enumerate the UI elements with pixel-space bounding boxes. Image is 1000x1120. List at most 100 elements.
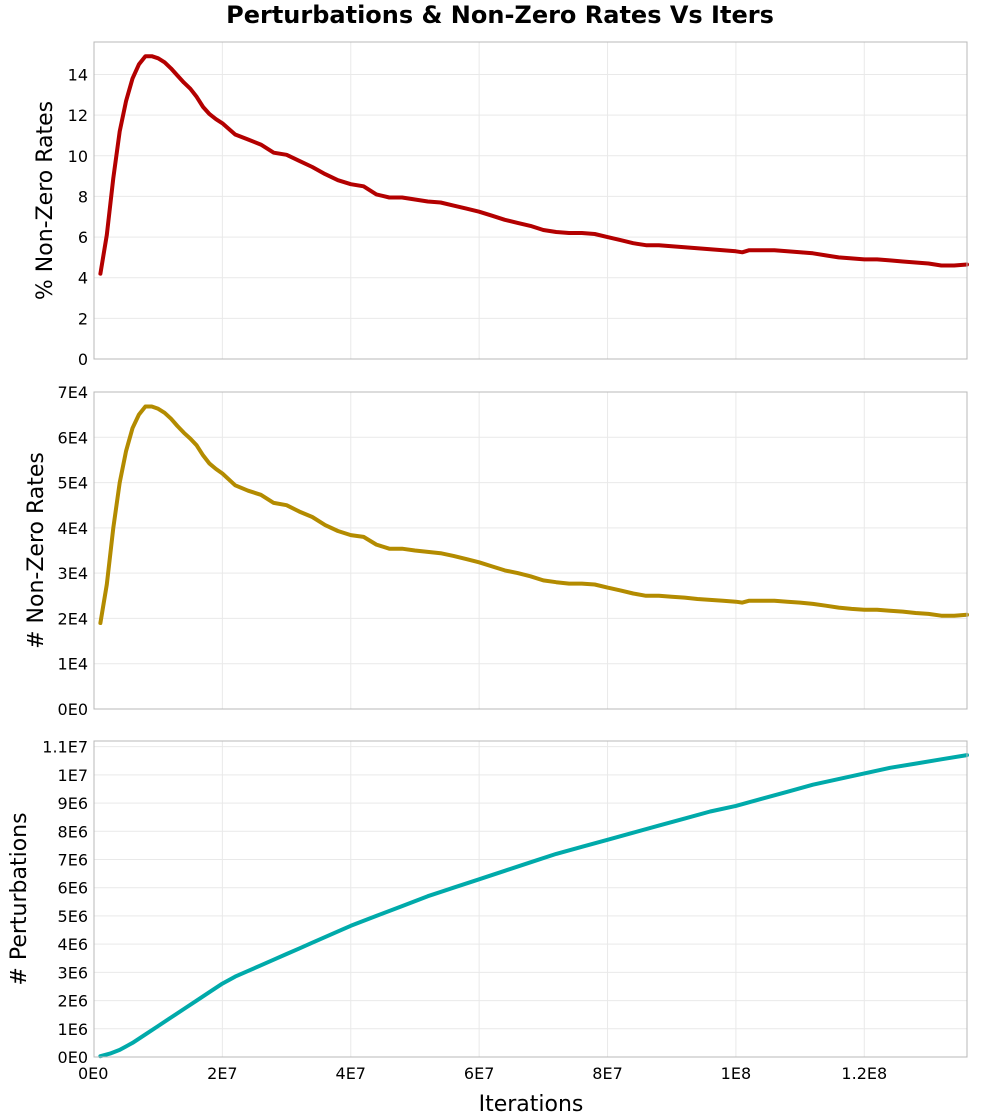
- data-point: [324, 936, 327, 939]
- data-point: [645, 594, 648, 597]
- data-point: [722, 249, 725, 252]
- data-point: [722, 599, 725, 602]
- data-point: [176, 74, 179, 77]
- series-line-count-non-zero-rates: [98, 404, 969, 625]
- data-point: [105, 234, 108, 237]
- data-point: [144, 55, 147, 58]
- data-point: [247, 969, 250, 972]
- data-point: [118, 1048, 121, 1051]
- data-point: [247, 138, 250, 141]
- data-point: [478, 878, 481, 881]
- y-tick-label: 12: [68, 106, 88, 125]
- data-point: [799, 601, 802, 604]
- data-point: [516, 572, 519, 575]
- data-point: [221, 982, 224, 985]
- data-point: [182, 431, 185, 434]
- data-point: [555, 230, 558, 233]
- data-point: [176, 424, 179, 427]
- data-point: [439, 552, 442, 555]
- data-point: [125, 99, 128, 102]
- y-tick-label: 1E6: [58, 1020, 88, 1039]
- y-tick-label: 1E7: [58, 766, 88, 785]
- data-point: [606, 236, 609, 239]
- data-point: [786, 250, 789, 253]
- data-point: [888, 766, 891, 769]
- data-point: [709, 810, 712, 813]
- series-line-perturbations: [98, 753, 969, 1059]
- data-point: [214, 118, 217, 121]
- data-point: [285, 504, 288, 507]
- data-point: [657, 594, 660, 597]
- data-point: [786, 790, 789, 793]
- y-axis-label-perturbations: # Perturbations: [7, 812, 32, 985]
- data-point: [163, 61, 166, 64]
- data-point: [606, 586, 609, 589]
- data-point: [670, 245, 673, 248]
- data-point: [150, 405, 153, 408]
- x-tick-label: 2E7: [207, 1064, 237, 1083]
- data-point: [131, 1041, 134, 1044]
- x-tick-label: 1.2E8: [841, 1064, 887, 1083]
- data-point: [734, 250, 737, 253]
- data-point: [670, 595, 673, 598]
- data-point: [837, 606, 840, 609]
- data-point: [914, 611, 917, 614]
- data-point: [657, 244, 660, 247]
- y-tick-label: 3E6: [58, 963, 88, 982]
- data-point: [799, 251, 802, 254]
- data-point: [927, 612, 930, 615]
- data-point: [131, 77, 134, 80]
- data-point: [580, 582, 583, 585]
- x-axis-label: Iterations: [479, 1092, 584, 1117]
- data-point: [555, 581, 558, 584]
- data-point: [259, 964, 262, 967]
- data-point: [157, 407, 160, 410]
- data-point: [657, 824, 660, 827]
- plot-area: [94, 741, 967, 1057]
- y-tick-label: 9E6: [58, 794, 88, 813]
- data-point: [221, 472, 224, 475]
- data-point: [863, 258, 866, 261]
- data-point: [298, 947, 301, 950]
- data-point: [741, 601, 744, 604]
- data-point: [208, 113, 211, 116]
- data-point: [811, 252, 814, 255]
- data-point: [202, 454, 205, 457]
- data-point: [863, 772, 866, 775]
- data-point: [375, 914, 378, 917]
- data-point: [568, 582, 571, 585]
- y-tick-label: 0E0: [58, 1048, 88, 1067]
- data-point: [452, 886, 455, 889]
- data-point: [349, 183, 352, 186]
- data-point: [157, 1024, 160, 1027]
- y-tick-label: 4E4: [58, 519, 88, 538]
- data-point: [683, 246, 686, 249]
- data-point: [619, 589, 622, 592]
- y-tick-label: 0E0: [58, 700, 88, 719]
- y-tick-label: 1E4: [58, 655, 88, 674]
- data-point: [773, 249, 776, 252]
- data-point: [696, 597, 699, 600]
- data-point: [490, 214, 493, 217]
- y-tick-label: 2E6: [58, 992, 88, 1011]
- data-point: [439, 201, 442, 204]
- data-point: [632, 242, 635, 245]
- data-point: [824, 254, 827, 257]
- data-point: [150, 55, 153, 58]
- y-tick-label: 6E6: [58, 879, 88, 898]
- data-point: [170, 417, 173, 420]
- data-point: [99, 272, 102, 275]
- data-point: [645, 244, 648, 247]
- data-point: [298, 510, 301, 513]
- data-point: [259, 143, 262, 146]
- y-tick-label: 2: [78, 309, 88, 328]
- data-point: [182, 1008, 185, 1011]
- data-point: [683, 817, 686, 820]
- data-point: [888, 259, 891, 262]
- data-point: [747, 249, 750, 252]
- data-point: [503, 869, 506, 872]
- data-point: [465, 207, 468, 210]
- data-point: [529, 575, 532, 578]
- data-point: [157, 57, 160, 60]
